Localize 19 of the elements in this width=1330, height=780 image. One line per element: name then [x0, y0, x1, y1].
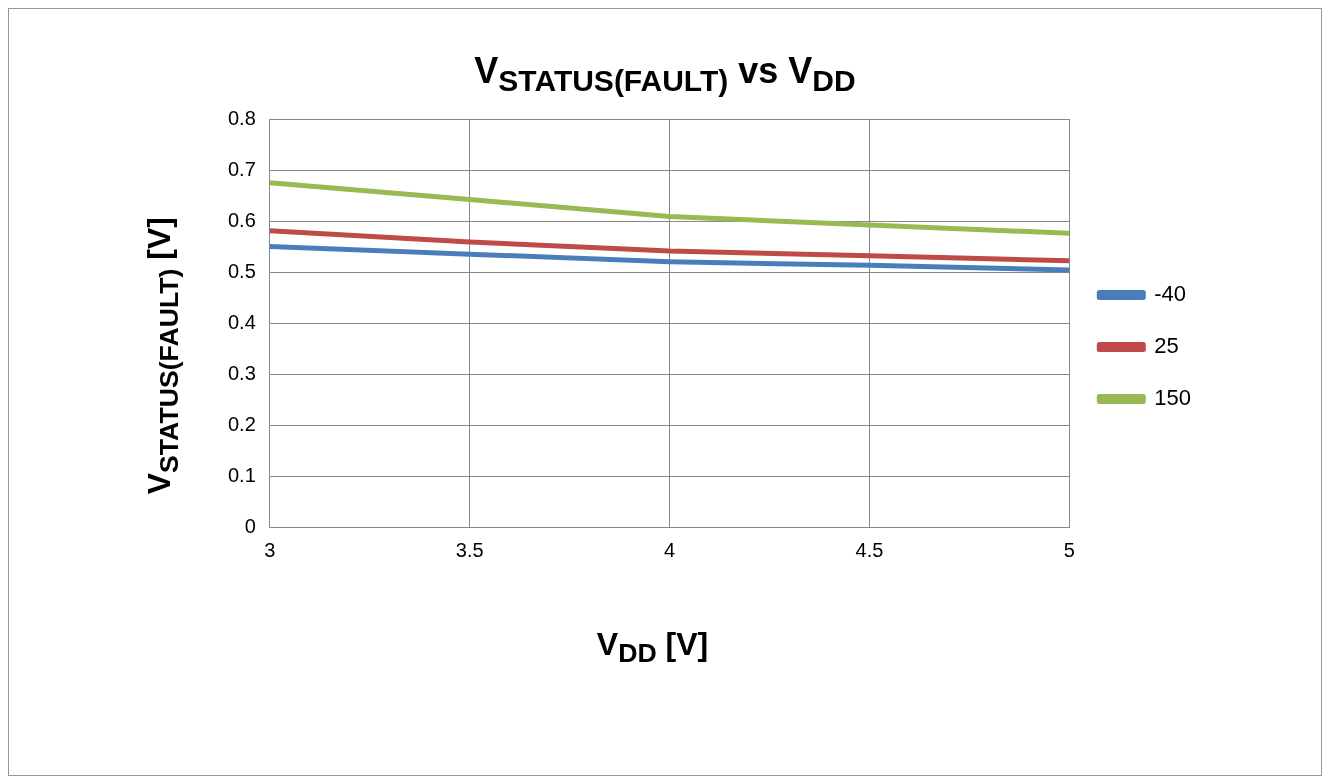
- chart-title: V$_{STATUS(FAULT)}$ vs V$_{DD}$: [473, 49, 857, 100]
- y-tick-label: 0.6: [227, 208, 256, 231]
- x-axis-title: V$_{DD}$ [V]: [595, 625, 710, 671]
- y-tick-label: 0.4: [227, 310, 256, 333]
- y-tick-label: 0.3: [227, 361, 256, 384]
- y-tick-label: 0.5: [227, 259, 256, 282]
- x-tick-label: 5: [1063, 538, 1075, 561]
- y-tick-label: 0.7: [227, 157, 256, 180]
- x-tick-label: 4.5: [855, 538, 884, 561]
- x-tick-label: 3.5: [455, 538, 484, 561]
- legend-label: 150: [1154, 385, 1192, 411]
- y-tick-label: 0.2: [227, 412, 256, 435]
- x-tick-label: 4: [663, 538, 676, 561]
- y-tick-label: 0: [244, 514, 256, 537]
- legend-label: -40: [1154, 281, 1187, 307]
- legend-label: 25: [1154, 333, 1179, 359]
- y-tick-label: 0.1: [227, 463, 256, 486]
- y-tick-label: 0.8: [227, 106, 256, 129]
- x-tick-label: 3: [264, 538, 276, 561]
